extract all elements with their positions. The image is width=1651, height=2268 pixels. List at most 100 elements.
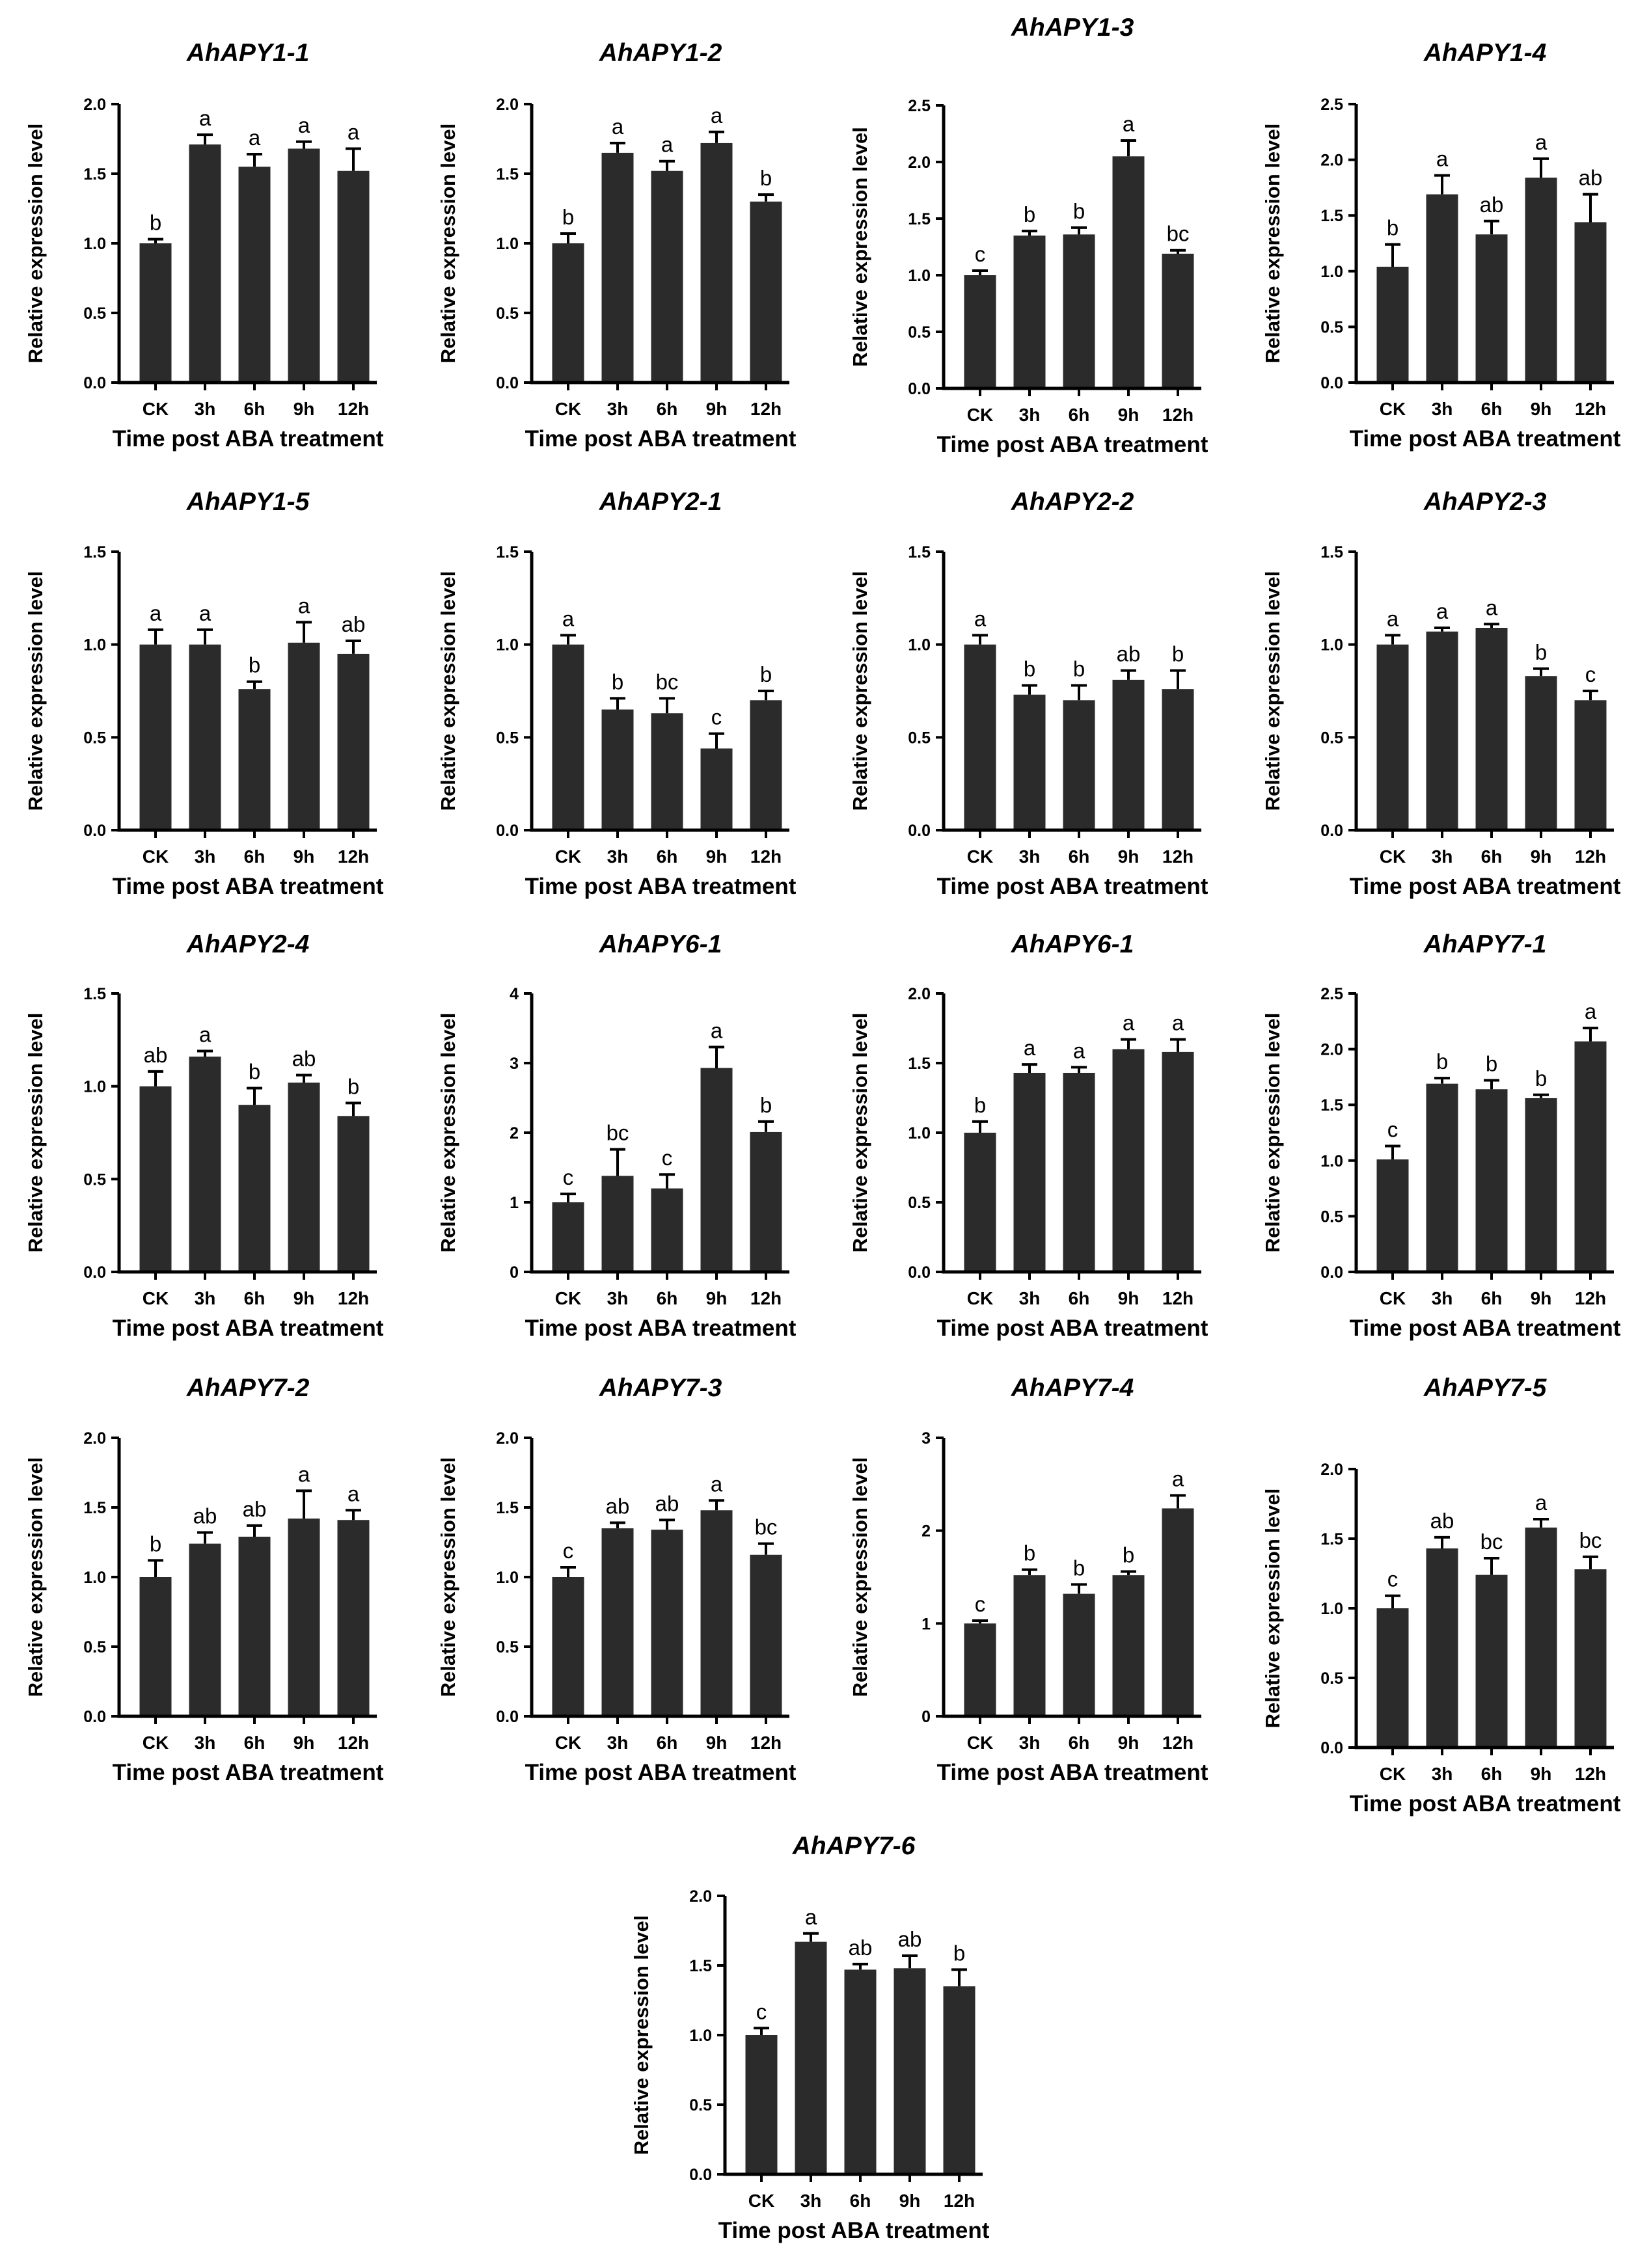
significance-letter: c bbox=[1387, 1118, 1399, 1142]
y-tick-label: 0.0 bbox=[83, 1263, 106, 1282]
x-tick-label: CK bbox=[143, 399, 169, 419]
error-bar bbox=[1385, 1594, 1400, 1608]
y-tick-label: 1.5 bbox=[83, 1499, 106, 1517]
x-axis-label: Time post ABA treatment bbox=[937, 1760, 1208, 1785]
bar bbox=[1525, 1098, 1557, 1272]
significance-letter: a bbox=[298, 593, 310, 617]
x-tick-label: 12h bbox=[1575, 1764, 1606, 1784]
error-bar bbox=[1022, 1063, 1037, 1073]
error-bar bbox=[1121, 1038, 1136, 1049]
significance-letter: a bbox=[199, 106, 211, 130]
error-bar bbox=[1434, 1535, 1450, 1548]
x-axis-label: Time post ABA treatment bbox=[1350, 1791, 1621, 1816]
significance-letter: a bbox=[150, 601, 162, 625]
bar bbox=[601, 152, 634, 383]
chart-panel: AhAPY1-4 0.0 0.5 1.0 1.5 2.0 2.5 b CK a 3h ab 6h a 9h a… bbox=[1261, 39, 1621, 452]
y-axis-label: Relative expression level bbox=[1261, 124, 1284, 364]
x-tick-label: 3h bbox=[607, 1288, 629, 1308]
significance-letter: bc bbox=[1480, 1530, 1503, 1554]
x-tick-label: 3h bbox=[1019, 846, 1041, 867]
error-bar bbox=[610, 697, 625, 710]
chart-panel: AhAPY2-3 0.0 0.5 1.0 1.5 a CK a 3h a 6h b 9h c 12h Time… bbox=[1261, 488, 1621, 899]
y-tick-label: 0.5 bbox=[908, 323, 931, 342]
bar bbox=[189, 644, 221, 830]
x-tick-label: 9h bbox=[706, 846, 728, 867]
bar bbox=[288, 1082, 320, 1272]
error-bar bbox=[1022, 230, 1037, 236]
significance-letter: b bbox=[612, 669, 623, 694]
significance-letter: a bbox=[348, 120, 360, 144]
significance-letter: a bbox=[805, 1905, 817, 1929]
bar bbox=[601, 709, 634, 830]
error-bar bbox=[148, 1070, 163, 1087]
chart-panel: AhAPY7-6 0.0 0.5 1.0 1.5 2.0 c CK a 3h ab 6h ab 9h b 12… bbox=[630, 1832, 990, 2243]
x-axis-label: Time post ABA treatment bbox=[1350, 1316, 1621, 1341]
y-tick-label: 1.5 bbox=[1320, 207, 1343, 225]
y-tick-label: 1.0 bbox=[908, 1124, 931, 1142]
error-bar bbox=[1170, 249, 1186, 254]
x-tick-label: CK bbox=[143, 1733, 169, 1753]
bar bbox=[238, 167, 271, 383]
y-tick-label: 1.5 bbox=[496, 165, 519, 183]
bar bbox=[337, 1520, 370, 1716]
y-axis-label: Relative expression level bbox=[24, 1457, 47, 1697]
bar bbox=[1376, 1159, 1409, 1272]
x-axis-label: Time post ABA treatment bbox=[937, 432, 1208, 457]
y-tick-label: 0.5 bbox=[1320, 1669, 1343, 1688]
error-bar bbox=[296, 1073, 312, 1083]
bar bbox=[700, 1510, 733, 1716]
x-tick-label: 6h bbox=[1069, 846, 1090, 867]
y-tick-label: 1.0 bbox=[1320, 1152, 1343, 1170]
error-bar bbox=[346, 639, 361, 654]
error-bar bbox=[148, 1559, 163, 1577]
axes bbox=[530, 552, 789, 832]
error-bar bbox=[972, 1120, 988, 1133]
y-tick-label: 2.5 bbox=[1320, 985, 1343, 1003]
error-bar bbox=[1533, 667, 1549, 677]
error-bar bbox=[1022, 1568, 1037, 1576]
bar bbox=[1574, 1041, 1607, 1272]
x-tick-label: 3h bbox=[195, 846, 216, 867]
error-bar bbox=[1071, 226, 1087, 235]
bar bbox=[1376, 1608, 1409, 1748]
error-bar bbox=[1385, 1144, 1400, 1160]
bar bbox=[844, 1969, 877, 2174]
error-bar bbox=[1484, 1079, 1499, 1090]
bar bbox=[1013, 236, 1046, 388]
error-bar bbox=[1385, 243, 1400, 267]
chart-panel: AhAPY6-1 0 1 2 3 4 c CK bc 3h c 6h a 9h b 12h Time post … bbox=[437, 930, 797, 1341]
significance-letter: a bbox=[298, 113, 310, 137]
significance-letter: a bbox=[1123, 112, 1135, 136]
error-bar bbox=[197, 133, 213, 145]
error-bar bbox=[560, 634, 576, 645]
x-tick-label: CK bbox=[1380, 399, 1406, 419]
bar bbox=[1426, 1083, 1458, 1272]
axes bbox=[1354, 993, 1614, 1274]
x-tick-label: 3h bbox=[1432, 1288, 1453, 1308]
y-tick-label: 3 bbox=[510, 1055, 519, 1073]
error-bar bbox=[803, 1932, 819, 1942]
x-tick-label: 12h bbox=[338, 1733, 369, 1753]
x-tick-label: CK bbox=[967, 846, 993, 867]
x-tick-label: 9h bbox=[1118, 405, 1139, 425]
chart-panel: AhAPY2-1 0.0 0.5 1.0 1.5 a CK b 3h bc 6h c 9h b 12h Tim… bbox=[437, 488, 797, 899]
axes bbox=[117, 552, 377, 832]
y-tick-label: 0.0 bbox=[908, 1263, 931, 1282]
chart-title: AhAPY1-1 bbox=[186, 39, 310, 67]
significance-letter: b bbox=[974, 1093, 986, 1117]
x-tick-label: CK bbox=[748, 2191, 774, 2211]
bar bbox=[1525, 1527, 1557, 1748]
x-tick-label: 3h bbox=[1432, 846, 1453, 867]
error-bar bbox=[1170, 1494, 1186, 1509]
significance-letter: c bbox=[662, 1146, 673, 1170]
y-tick-label: 0.5 bbox=[83, 1638, 106, 1656]
x-tick-label: 9h bbox=[706, 1288, 728, 1308]
axes bbox=[1354, 1469, 1614, 1749]
bar bbox=[943, 1986, 976, 2174]
x-tick-label: 9h bbox=[1531, 846, 1552, 867]
axes bbox=[1354, 552, 1614, 832]
x-tick-label: 12h bbox=[750, 1288, 782, 1308]
bar bbox=[651, 1530, 683, 1716]
error-bar bbox=[709, 130, 724, 143]
significance-letter: b bbox=[1486, 1052, 1497, 1076]
